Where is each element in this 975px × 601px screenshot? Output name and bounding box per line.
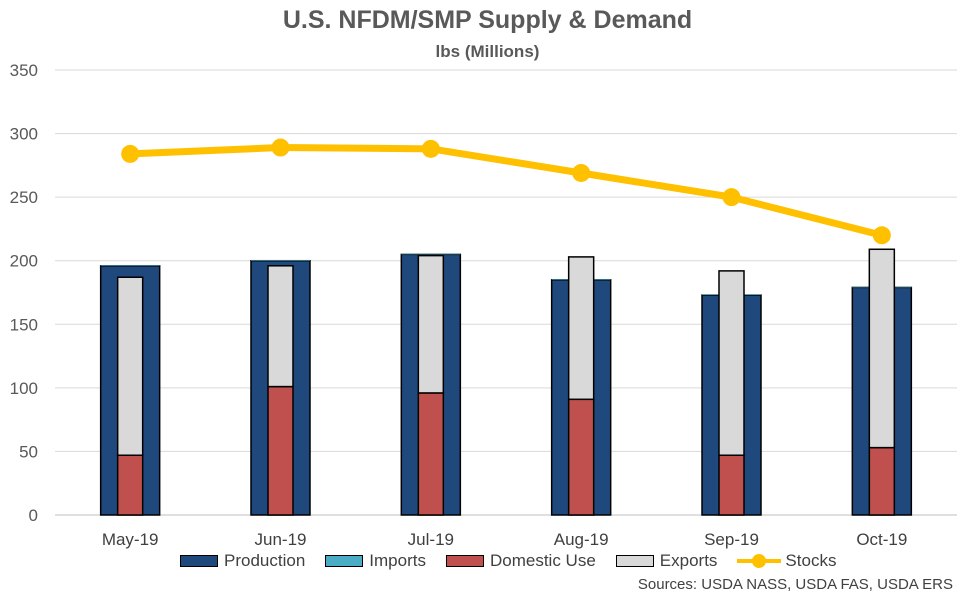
x-tick-label: May-19: [102, 530, 159, 549]
legend-label-imports: Imports: [369, 551, 426, 570]
legend-swatch-stocks: [737, 554, 782, 568]
chart-legend: Production Imports Domestic Use Exports …: [180, 551, 856, 571]
y-tick-label: 100: [10, 379, 38, 398]
x-tick-label: Jul-19: [408, 530, 454, 549]
x-tick-label: Aug-19: [554, 530, 609, 549]
bar-exports: [868, 248, 896, 449]
point-stocks: [872, 226, 891, 245]
point-stocks: [271, 138, 290, 157]
bar-imports: [251, 260, 310, 261]
y-tick-label: 300: [10, 125, 38, 144]
bar-domestic-use: [267, 385, 294, 516]
x-tick-label: Jun-19: [255, 530, 307, 549]
bar-imports: [401, 253, 461, 255]
bar-domestic-use: [417, 392, 445, 516]
legend-label-domestic-use: Domestic Use: [489, 551, 596, 570]
legend-item-stocks: Stocks: [737, 551, 836, 571]
bar-domestic-use: [718, 454, 745, 516]
point-stocks: [421, 139, 440, 158]
bar-exports: [567, 256, 595, 401]
point-stocks: [722, 188, 741, 207]
x-tick-label: Sep-19: [704, 530, 759, 549]
y-tick-label: 150: [10, 315, 38, 334]
bar-imports: [100, 265, 160, 266]
chart-subtitle: lbs (Millions): [435, 42, 540, 61]
line-stocks: [126, 144, 886, 239]
legend-label-exports: Exports: [659, 551, 718, 570]
bar-exports: [267, 265, 294, 388]
point-stocks: [121, 144, 140, 163]
source-note: Sources: USDA NASS, USDA FAS, USDA ERS: [637, 576, 953, 593]
bar-exports: [116, 276, 144, 456]
legend-swatch-production: [180, 555, 218, 567]
bar-domestic-use: [868, 446, 896, 516]
point-stocks: [572, 163, 591, 182]
y-tick-label: 0: [29, 506, 38, 525]
y-tick-label: 50: [19, 442, 38, 461]
legend-label-production: Production: [224, 551, 306, 570]
legend-item-imports: Imports: [325, 551, 426, 571]
bar-exports: [417, 254, 445, 394]
bar-domestic-use: [567, 398, 595, 516]
y-tick-label: 350: [10, 61, 38, 80]
bar-exports: [718, 270, 745, 456]
legend-swatch-imports: [325, 555, 364, 567]
x-tick-label: Oct-19: [856, 530, 907, 549]
y-tick-label: 200: [10, 252, 38, 271]
bar-domestic-use: [116, 454, 144, 516]
legend-item-exports: Exports: [615, 551, 718, 571]
legend-item-production: Production: [180, 551, 305, 571]
chart-title: U.S. NFDM/SMP Supply & Demand: [282, 6, 693, 34]
legend-swatch-domestic-use: [445, 555, 484, 567]
y-tick-label: 250: [10, 188, 38, 207]
legend-swatch-exports: [615, 555, 654, 567]
legend-item-domestic-use: Domestic Use: [445, 551, 596, 571]
legend-label-stocks: Stocks: [785, 551, 837, 570]
